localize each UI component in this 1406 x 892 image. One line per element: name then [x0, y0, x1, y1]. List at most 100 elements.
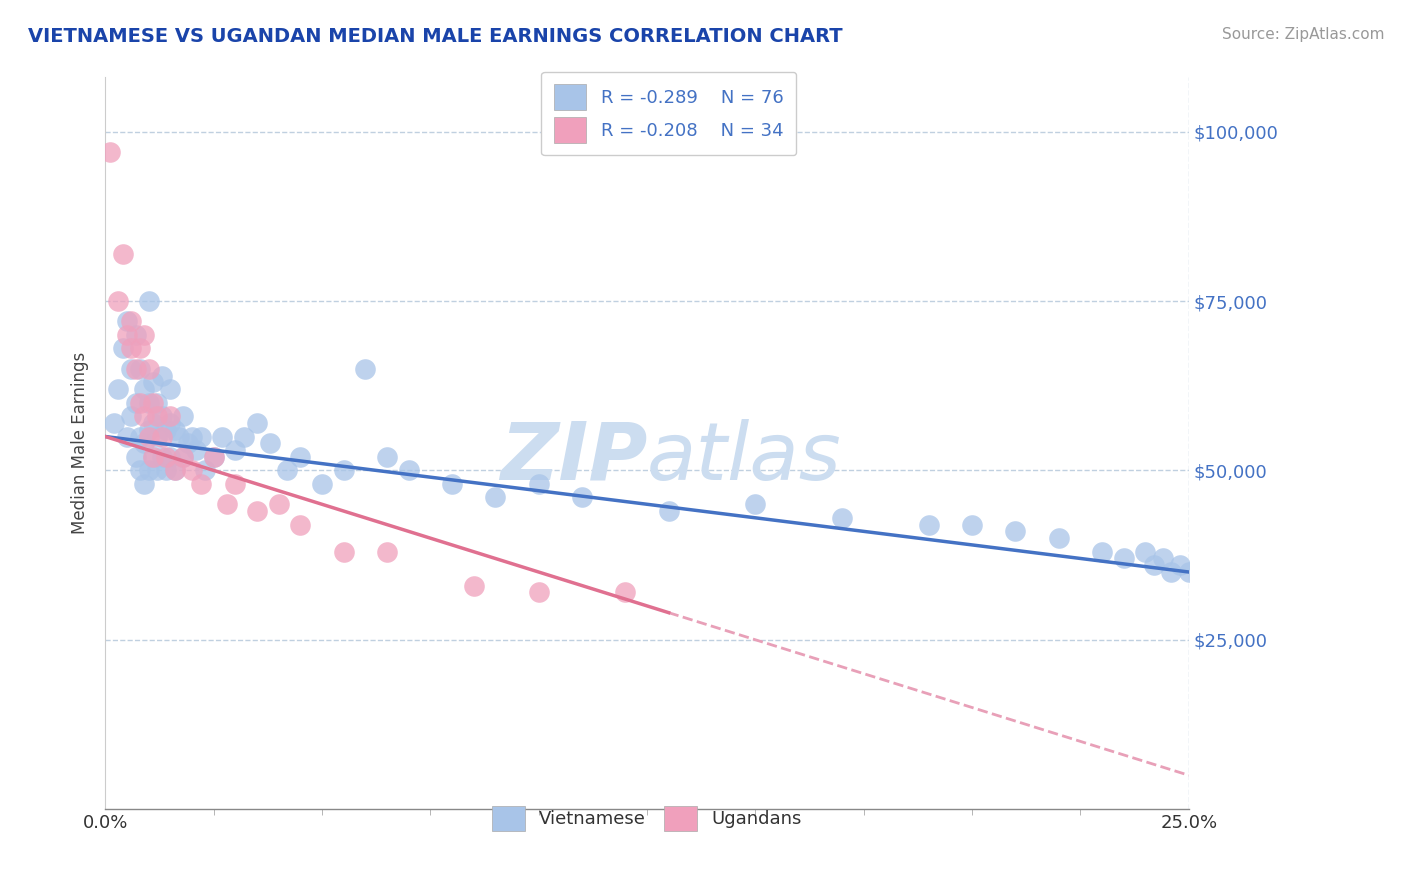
- Point: [186, 443, 208, 458]
- Point: [159, 409, 181, 424]
- Point: [1112, 551, 1135, 566]
- Point: [150, 429, 173, 443]
- Point: [150, 450, 173, 464]
- Point: [107, 382, 129, 396]
- Point: [224, 443, 246, 458]
- Point: [163, 463, 186, 477]
- Point: [134, 436, 156, 450]
- Point: [290, 517, 312, 532]
- Point: [120, 409, 142, 424]
- Text: atlas: atlas: [647, 419, 842, 497]
- Point: [180, 429, 202, 443]
- Point: [463, 578, 485, 592]
- Point: [134, 477, 156, 491]
- Point: [98, 145, 121, 159]
- Point: [124, 327, 146, 342]
- Point: [658, 504, 681, 518]
- Point: [128, 429, 150, 443]
- Point: [115, 314, 138, 328]
- Point: [375, 450, 398, 464]
- Point: [202, 450, 225, 464]
- Point: [215, 497, 238, 511]
- Point: [202, 450, 225, 464]
- Point: [163, 423, 186, 437]
- Point: [1143, 558, 1166, 573]
- Point: [134, 409, 156, 424]
- Point: [180, 463, 202, 477]
- Point: [150, 409, 173, 424]
- Point: [1160, 565, 1182, 579]
- Point: [138, 429, 160, 443]
- Point: [311, 477, 333, 491]
- Point: [115, 429, 138, 443]
- Text: Source: ZipAtlas.com: Source: ZipAtlas.com: [1222, 27, 1385, 42]
- Point: [120, 342, 142, 356]
- Point: [134, 327, 156, 342]
- Point: [224, 477, 246, 491]
- Point: [1004, 524, 1026, 539]
- Point: [111, 246, 134, 260]
- Point: [1168, 558, 1191, 573]
- Point: [142, 450, 165, 464]
- Point: [571, 491, 593, 505]
- Point: [744, 497, 766, 511]
- Point: [332, 544, 354, 558]
- Point: [142, 416, 165, 430]
- Point: [163, 463, 186, 477]
- Point: [128, 395, 150, 409]
- Point: [1152, 551, 1174, 566]
- Point: [276, 463, 298, 477]
- Point: [172, 450, 194, 464]
- Point: [172, 450, 194, 464]
- Point: [128, 342, 150, 356]
- Point: [155, 423, 177, 437]
- Point: [172, 409, 194, 424]
- Point: [138, 463, 160, 477]
- Point: [134, 382, 156, 396]
- Point: [484, 491, 506, 505]
- Point: [1091, 544, 1114, 558]
- Point: [142, 395, 165, 409]
- Point: [527, 585, 550, 599]
- Point: [614, 585, 637, 599]
- Point: [176, 436, 198, 450]
- Point: [354, 361, 377, 376]
- Point: [150, 368, 173, 383]
- Point: [111, 342, 134, 356]
- Point: [124, 395, 146, 409]
- Point: [1135, 544, 1157, 558]
- Point: [190, 429, 212, 443]
- Point: [267, 497, 290, 511]
- Point: [146, 429, 169, 443]
- Point: [103, 416, 125, 430]
- Point: [167, 429, 190, 443]
- Y-axis label: Median Male Earnings: Median Male Earnings: [72, 352, 89, 534]
- Point: [1047, 531, 1070, 545]
- Point: [120, 314, 142, 328]
- Point: [159, 382, 181, 396]
- Point: [146, 409, 169, 424]
- Point: [194, 463, 217, 477]
- Point: [128, 361, 150, 376]
- Point: [155, 463, 177, 477]
- Point: [138, 361, 160, 376]
- Point: [960, 517, 983, 532]
- Legend: Vietnamese, Ugandans: Vietnamese, Ugandans: [479, 793, 814, 844]
- Point: [138, 293, 160, 308]
- Point: [138, 423, 160, 437]
- Point: [159, 416, 181, 430]
- Point: [211, 429, 233, 443]
- Point: [332, 463, 354, 477]
- Point: [128, 463, 150, 477]
- Text: ZIP: ZIP: [499, 419, 647, 497]
- Point: [246, 504, 269, 518]
- Point: [290, 450, 312, 464]
- Point: [918, 517, 941, 532]
- Point: [142, 450, 165, 464]
- Point: [259, 436, 281, 450]
- Point: [440, 477, 463, 491]
- Point: [142, 376, 165, 390]
- Point: [115, 327, 138, 342]
- Point: [146, 463, 169, 477]
- Point: [398, 463, 420, 477]
